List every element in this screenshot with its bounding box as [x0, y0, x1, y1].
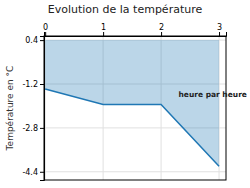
tick-mark [161, 32, 162, 36]
y-axis: 0.4 -1.2 -2.8 -4.4 [22, 36, 44, 180]
tick-label: -1.2 [22, 80, 38, 89]
tick-mark [40, 84, 44, 85]
tick-label: 0 [43, 23, 48, 32]
tick-mark [103, 32, 104, 36]
tick-label: -2.8 [22, 124, 38, 133]
tick-mark [40, 128, 44, 129]
area [45, 40, 219, 166]
plot-area [45, 40, 219, 166]
line [45, 89, 219, 166]
tick-label: 2 [159, 23, 164, 32]
tick: 0 [43, 23, 48, 36]
axis-line [40, 37, 45, 181]
tick-label: 0.4 [25, 36, 38, 45]
tick: 3 [217, 23, 222, 36]
x-axis: 0 1 2 3 [43, 23, 226, 37]
tick: -1.2 [22, 80, 44, 89]
chart: 0 1 2 3 0.4 -1.2 -2.8 -4.4 Evolution de la tempé… [0, 0, 250, 188]
annotation: heure par heure [178, 90, 246, 99]
tick: -4.4 [22, 168, 44, 177]
tick-label: -4.4 [22, 168, 38, 177]
tick-label: 3 [217, 23, 222, 32]
tick: 0.4 [25, 36, 44, 45]
y-axis-title: Température en °C [5, 66, 15, 152]
tick-mark [40, 40, 44, 41]
tick-mark [40, 172, 44, 173]
grid-line [44, 171, 226, 172]
title: Evolution de la température [48, 3, 203, 16]
plot-frame [44, 36, 226, 180]
tick: 2 [159, 23, 164, 36]
tick-mark [219, 32, 220, 36]
grid [44, 36, 226, 180]
axis-line [45, 32, 227, 37]
tick-label: 1 [101, 23, 106, 32]
tick: 1 [101, 23, 106, 36]
tick: -2.8 [22, 124, 44, 133]
tick-mark [45, 32, 46, 36]
